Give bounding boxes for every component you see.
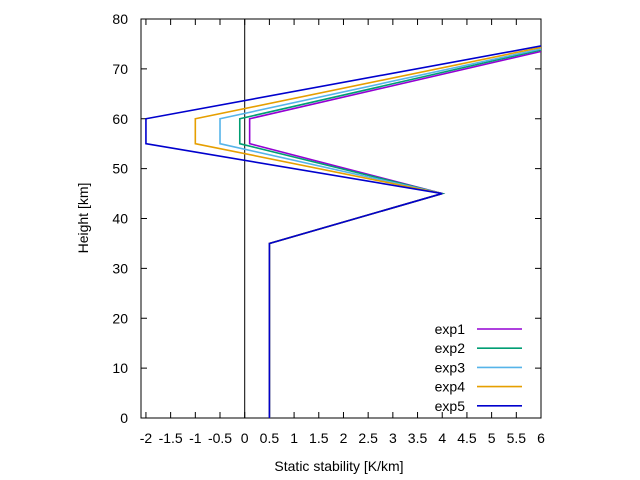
- y-tick-label: 30: [112, 260, 128, 276]
- series-line-exp5: [145, 45, 541, 418]
- x-tick-label: 2.5: [358, 430, 378, 446]
- x-tick-label: 4: [438, 430, 446, 446]
- x-axis-ticks: -2 -1.5 -1 -0.5 0 0.5 1 1.5 2 2.5 3 3.5 4 4.5 5 5.5 6: [140, 19, 545, 446]
- series-layer: [145, 45, 541, 418]
- x-tick-label: 3.5: [408, 430, 428, 446]
- plot-frame: [140, 18, 542, 419]
- x-tick-label: -2: [140, 430, 153, 446]
- x-tick-label: -0.5: [208, 430, 232, 446]
- y-tick-label: 10: [112, 360, 128, 376]
- x-tick-label: -1: [189, 430, 202, 446]
- x-tick-label: 5: [488, 430, 496, 446]
- legend-label-exp4: exp4: [435, 379, 466, 395]
- x-axis-label: Static stability [K/km]: [274, 458, 403, 474]
- plot-border: [140, 18, 542, 419]
- x-tick-label: -1.5: [159, 430, 183, 446]
- legend: exp1 exp2 exp3 exp4 exp5: [435, 321, 522, 414]
- x-tick-label: 6: [537, 430, 545, 446]
- legend-label-exp5: exp5: [435, 398, 466, 414]
- y-tick-label: 20: [112, 310, 128, 326]
- series-line-exp4: [194, 46, 541, 418]
- x-tick-label: 2: [340, 430, 348, 446]
- y-axis-ticks: 0 10 20 30 40 50 60 70 80: [112, 11, 541, 426]
- legend-label-exp3: exp3: [435, 359, 466, 375]
- legend-label-exp1: exp1: [435, 321, 466, 337]
- x-tick-label: 1.5: [309, 430, 329, 446]
- x-tick-label: 1: [290, 430, 298, 446]
- y-tick-label: 60: [112, 111, 128, 127]
- x-tick-label: 0: [241, 430, 249, 446]
- x-tick-label: 5.5: [507, 430, 527, 446]
- x-tick-label: 3: [389, 430, 397, 446]
- x-tick-label: 4.5: [457, 430, 477, 446]
- y-tick-label: 70: [112, 61, 128, 77]
- x-tick-label: 0.5: [260, 430, 280, 446]
- y-tick-label: 0: [120, 410, 128, 426]
- y-tick-label: 50: [112, 161, 128, 177]
- y-tick-label: 40: [112, 211, 128, 227]
- y-tick-label: 80: [112, 11, 128, 27]
- y-axis-label: Height [km]: [75, 183, 91, 254]
- legend-label-exp2: exp2: [435, 340, 466, 356]
